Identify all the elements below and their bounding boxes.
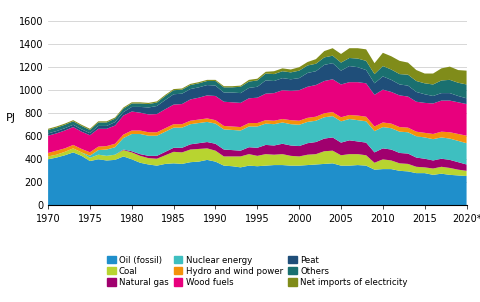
Legend: Oil (fossil), Coal, Natural gas, Nuclear energy, Hydro and wind power, Wood fuel: Oil (fossil), Coal, Natural gas, Nuclear… — [107, 256, 407, 287]
Y-axis label: PJ: PJ — [6, 113, 16, 123]
